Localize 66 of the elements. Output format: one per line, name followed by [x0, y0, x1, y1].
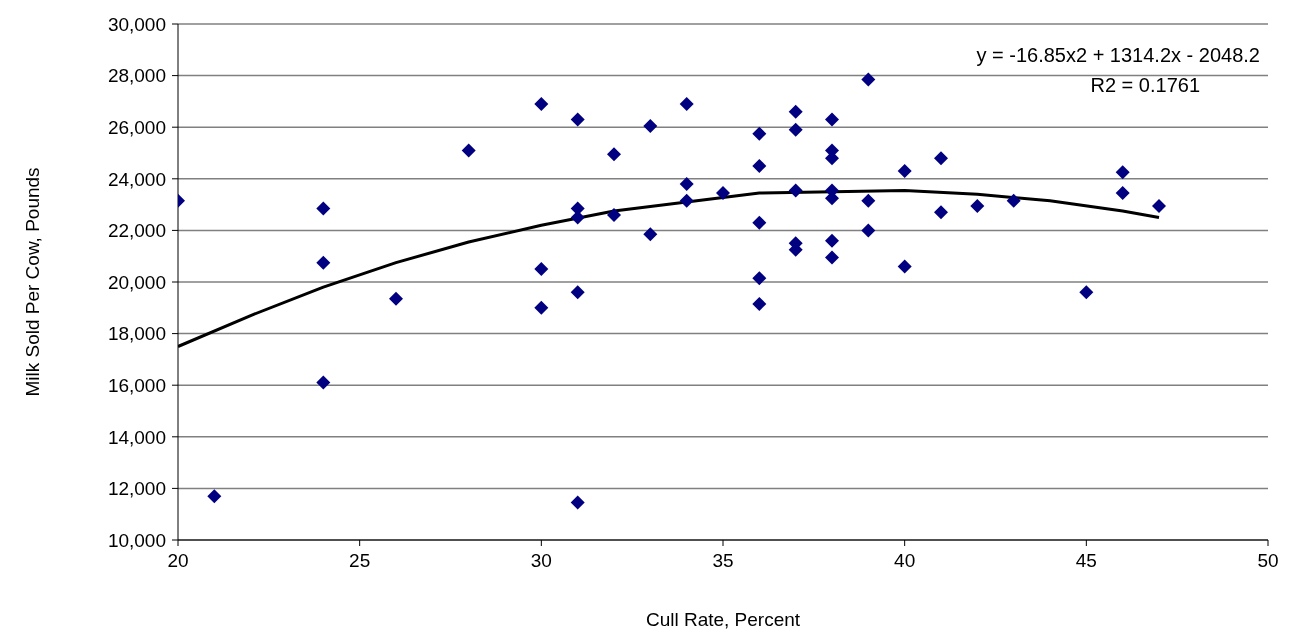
point: [1006, 193, 1021, 208]
point: [679, 193, 694, 208]
y-tick-label: 22,000: [107, 220, 166, 242]
x-tick-label: 25: [349, 550, 371, 572]
point: [970, 198, 985, 213]
point: [534, 262, 549, 277]
point: [570, 112, 585, 127]
point: [752, 158, 767, 173]
point: [752, 296, 767, 311]
point: [607, 207, 621, 222]
point: [861, 72, 876, 87]
point: [934, 205, 948, 220]
point: [679, 176, 694, 191]
y-tick-label: 14,000: [107, 426, 166, 448]
point: [1115, 185, 1130, 200]
y-axis-title: Milk Sold Per Cow, Pounds: [21, 167, 43, 397]
point: [207, 489, 222, 504]
point: [897, 259, 912, 274]
point: [752, 271, 767, 286]
point: [316, 375, 331, 390]
point: [934, 151, 948, 166]
annotation: y = -16.85x2 + 1314.2x - 2048.2: [976, 44, 1260, 67]
point: [534, 300, 549, 315]
x-tick-label: 30: [530, 550, 552, 572]
y-tick-label: 16,000: [107, 374, 166, 396]
point: [1152, 198, 1166, 213]
point: [788, 183, 803, 198]
x-tick-label: 20: [167, 550, 189, 572]
point: [1079, 285, 1094, 300]
point: [788, 122, 803, 137]
point: [643, 118, 658, 133]
point: [788, 104, 803, 119]
y-tick-label: 28,000: [107, 65, 166, 87]
x-tick-label: 40: [894, 550, 916, 572]
point: [752, 215, 767, 230]
y-tick-label: 20,000: [107, 271, 166, 293]
x-axis-title: Cull Rate, Percent: [645, 609, 801, 630]
point: [316, 255, 331, 270]
point: [389, 291, 403, 306]
point: [825, 250, 839, 265]
y-tick-label: 24,000: [107, 168, 166, 190]
point: [643, 227, 658, 242]
y-tick-label: 10,000: [107, 529, 166, 551]
point: [607, 147, 621, 162]
annotation: R2 = 0.1761: [1090, 74, 1200, 97]
point: [534, 96, 549, 111]
point: [861, 193, 876, 208]
x-tick-label: 35: [712, 550, 734, 572]
point: [861, 223, 876, 238]
x-tick-label: 45: [1075, 550, 1097, 572]
point: [316, 201, 331, 216]
point: [679, 96, 694, 111]
point: [716, 185, 730, 200]
point: [752, 126, 767, 141]
point: [1115, 165, 1130, 180]
point: [825, 233, 839, 248]
y-tick-label: 26,000: [107, 116, 166, 138]
y-tick-label: 30,000: [107, 13, 166, 35]
point: [825, 112, 839, 127]
point: [897, 164, 912, 179]
point: [570, 495, 585, 510]
point: [461, 143, 476, 158]
x-tick-label: 50: [1257, 550, 1279, 572]
y-tick-label: 18,000: [107, 323, 166, 345]
point: [570, 285, 585, 300]
y-tick-label: 12,000: [107, 478, 166, 500]
